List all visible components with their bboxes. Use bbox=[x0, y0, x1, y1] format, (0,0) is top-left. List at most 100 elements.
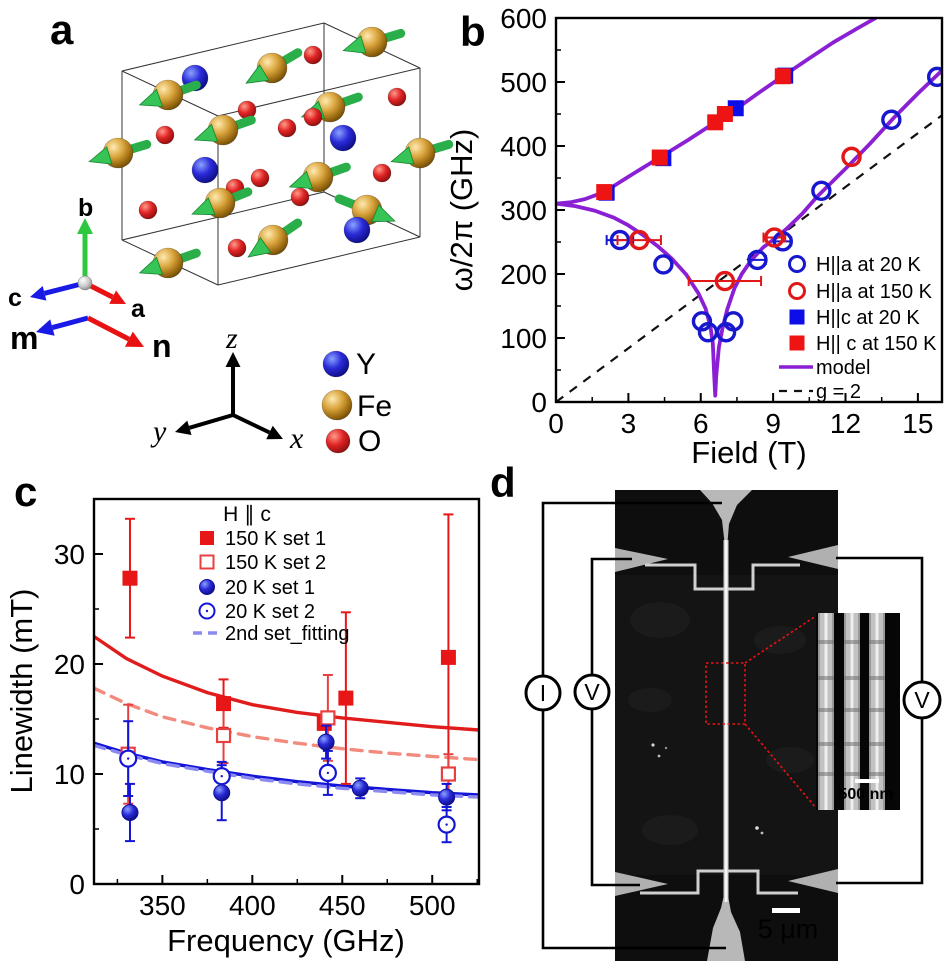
scalebar-main-text: 5 μm bbox=[758, 914, 819, 944]
sem-speckle bbox=[664, 746, 668, 750]
axis-arrow-shaft bbox=[86, 315, 131, 342]
atom-o bbox=[155, 125, 175, 145]
axis-c-label: c bbox=[8, 284, 22, 312]
atom-sphere bbox=[343, 216, 371, 244]
sem-texture-blob bbox=[642, 815, 698, 845]
atom-sphere bbox=[303, 45, 323, 65]
spin-arrow-cone bbox=[138, 256, 164, 275]
spin-arrow-cone bbox=[247, 236, 272, 258]
fit-curve bbox=[94, 741, 479, 797]
inset-stripe-texture bbox=[818, 742, 834, 746]
y-tick-label: 10 bbox=[54, 759, 85, 790]
axis-arrow-shaft bbox=[188, 413, 234, 430]
axis-m-label: m bbox=[10, 320, 38, 356]
axis-arrowhead bbox=[124, 331, 144, 347]
data-point-circle bbox=[747, 249, 768, 271]
spin-arrow-cone bbox=[245, 64, 270, 84]
spin-arrow-cone bbox=[342, 35, 367, 54]
legend-item-label: 20 K set 2 bbox=[225, 601, 315, 623]
data-point-square bbox=[716, 106, 733, 122]
fit-curve bbox=[94, 686, 479, 762]
meter-V-left-label: V bbox=[584, 679, 600, 705]
axis-a-label: a bbox=[131, 295, 146, 323]
device-sem-image bbox=[524, 490, 942, 961]
voltmeter-right-circle bbox=[902, 680, 942, 720]
atom-o bbox=[303, 45, 323, 65]
inset-stripe-texture bbox=[844, 676, 860, 680]
atom-sphere bbox=[227, 238, 247, 258]
legend-marker-circle bbox=[199, 579, 215, 595]
atom-sphere bbox=[191, 156, 219, 184]
data-point-square bbox=[774, 68, 791, 85]
data-point-square bbox=[596, 184, 613, 201]
x-tick-label: 0 bbox=[548, 408, 564, 439]
bottom-contact-funnel bbox=[707, 893, 745, 961]
atom-fe bbox=[191, 187, 253, 219]
legend-atom-sphere bbox=[321, 389, 353, 421]
panel-c-label: c bbox=[14, 468, 37, 515]
x-tick-label: 350 bbox=[139, 890, 186, 921]
axis-arrowhead bbox=[225, 352, 241, 367]
axis-arrow-shaft bbox=[51, 315, 89, 330]
axis-b-label: b bbox=[78, 194, 93, 222]
atom-sphere bbox=[303, 107, 323, 127]
y-tick-label: 500 bbox=[500, 67, 547, 98]
y-tick-label: 400 bbox=[500, 131, 547, 162]
sem-speckle bbox=[760, 831, 764, 835]
legend-item-label: H|| c at 150 K bbox=[816, 333, 937, 355]
atom-fe bbox=[193, 114, 256, 146]
x-tick-label: 15 bbox=[902, 408, 933, 439]
legend-marker-circle bbox=[788, 255, 806, 273]
axis-arrowhead bbox=[109, 290, 126, 304]
inset-stripe-texture bbox=[869, 742, 885, 746]
b-yaxis-title: ω/2π (GHz) bbox=[444, 129, 479, 292]
atom-o bbox=[250, 168, 270, 188]
inset-scalebar bbox=[855, 779, 879, 783]
legend-item-label: 20 K set 1 bbox=[225, 577, 315, 599]
axis-arrow-shaft bbox=[232, 413, 271, 435]
left-bottom-probe-wedge bbox=[615, 872, 668, 896]
axis-x-label: x bbox=[289, 422, 304, 455]
legend-marker-circle bbox=[788, 282, 806, 300]
inset-stripe-texture bbox=[844, 742, 860, 746]
spin-arrow-cone bbox=[191, 197, 216, 216]
panel-a: a b c a m n z y x Y Fe O bbox=[8, 6, 454, 458]
inset-stripe-texture bbox=[844, 772, 860, 776]
inset-stripe-texture bbox=[844, 708, 860, 712]
inset-stripe-texture bbox=[818, 640, 834, 644]
nanowire-core bbox=[725, 540, 728, 902]
circuit-wire bbox=[836, 556, 924, 682]
atom-fe bbox=[390, 137, 454, 169]
inset-stripe-texture bbox=[818, 708, 834, 712]
axis-arrowhead bbox=[175, 420, 192, 435]
y-tick-label: 0 bbox=[531, 387, 547, 418]
legend-item-label: 2nd set_fitting bbox=[225, 623, 350, 645]
y-tick-label: 100 bbox=[500, 323, 547, 354]
legend-item-label: g = 2 bbox=[816, 381, 861, 403]
data-point-filled-square bbox=[338, 690, 354, 706]
data-point-center-dot bbox=[445, 823, 448, 826]
spin-arrow-cone bbox=[193, 123, 219, 142]
inset-stripe-texture bbox=[869, 708, 885, 712]
data-point-circle bbox=[653, 254, 674, 275]
model-curve bbox=[556, 18, 878, 206]
atom-o bbox=[387, 87, 407, 107]
circuit-wire bbox=[541, 710, 726, 950]
legend-atom-sphere bbox=[322, 350, 350, 378]
c-xaxis-title: Frequency (GHz) bbox=[167, 923, 405, 958]
axis-z-label: z bbox=[225, 322, 238, 355]
data-point-filled-circle bbox=[351, 779, 369, 797]
atom-fe bbox=[138, 79, 201, 111]
meter-I-label: I bbox=[540, 680, 546, 706]
left-top-probe-wedge bbox=[615, 548, 668, 572]
data-point-filled-square bbox=[216, 696, 232, 712]
data-point-square bbox=[651, 149, 668, 166]
data-point-circle bbox=[811, 180, 832, 202]
legend-atom-sphere bbox=[325, 428, 351, 454]
data-point-filled-square bbox=[440, 649, 456, 665]
legend-marker-open-square bbox=[199, 554, 215, 570]
y-tick-label: 200 bbox=[500, 259, 547, 290]
data-point-filled-circle bbox=[438, 788, 456, 806]
